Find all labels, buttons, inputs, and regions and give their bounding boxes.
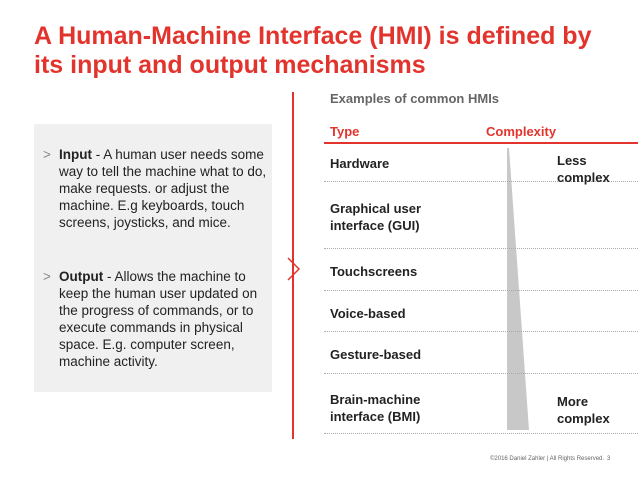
bullet-input-body: - A human user needs some way to tell th… — [59, 147, 267, 230]
row-divider — [324, 373, 638, 374]
row-label-gui: Graphical user interface (GUI) — [330, 201, 422, 233]
bullet-input: > Input - A human user needs some way to… — [43, 146, 268, 231]
complexity-wedge — [507, 148, 529, 430]
vertical-divider — [292, 92, 294, 439]
row-label-hardware: Hardware — [330, 156, 390, 171]
row-label-bmi: Brain-machine interface (BMI) — [330, 392, 421, 424]
chevron-right-icon — [287, 257, 301, 281]
header-rule — [324, 142, 638, 144]
bullet-marker: > — [43, 147, 51, 162]
row-divider — [324, 290, 638, 291]
column-header-complexity: Complexity — [486, 124, 557, 139]
definition-panel — [34, 124, 272, 392]
bullet-output-body: - Allows the machine to keep the human u… — [59, 269, 258, 369]
row-label-gesture: Gesture-based — [330, 347, 422, 362]
page-number: 3 — [607, 456, 611, 462]
row-label-voice: Voice-based — [330, 306, 406, 321]
row-divider — [324, 331, 638, 332]
bullet-output-head: Output — [59, 269, 104, 284]
row-divider — [324, 433, 638, 434]
column-header-type: Type — [330, 124, 360, 139]
slide-title: A Human-Machine Interface (HMI) is defin… — [34, 22, 592, 79]
more-complex-label: More complex — [557, 394, 610, 426]
bullet-marker: > — [43, 269, 51, 284]
row-label-touchscreens: Touchscreens — [330, 264, 418, 279]
bullet-output: > Output - Allows the machine to keep th… — [43, 268, 268, 370]
table-subtitle: Examples of common HMIs — [330, 91, 500, 106]
bullet-input-head: Input — [59, 147, 92, 162]
row-divider — [324, 181, 638, 182]
row-divider — [324, 248, 638, 249]
copyright-footer: ©2016 Daniel Zahler | All Rights Reserve… — [490, 456, 605, 462]
less-complex-label: Less complex — [557, 153, 610, 185]
